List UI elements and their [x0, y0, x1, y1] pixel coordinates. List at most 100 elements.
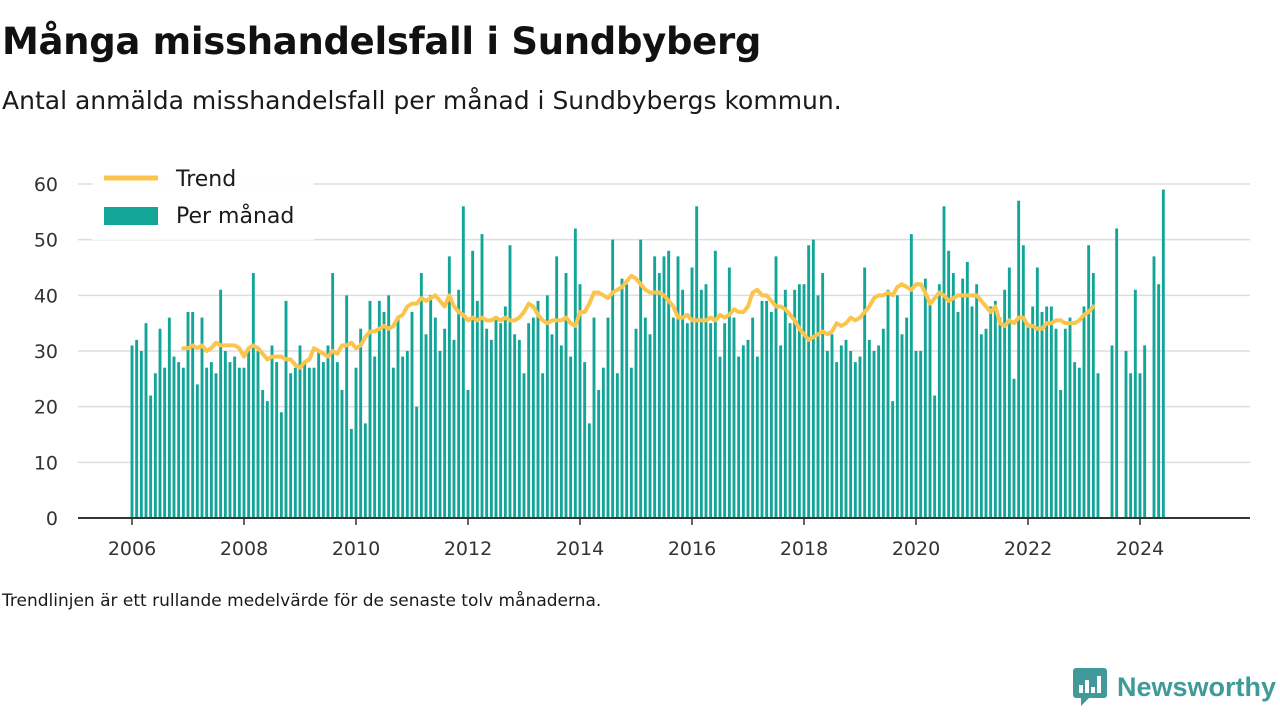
bar: [382, 312, 386, 518]
bar: [1049, 306, 1053, 518]
bar: [587, 423, 591, 518]
bar: [452, 339, 456, 518]
bar: [769, 312, 773, 518]
bar: [144, 323, 148, 518]
bar: [1133, 289, 1137, 518]
bar: [849, 351, 853, 518]
bar: [755, 356, 759, 518]
bar: [559, 345, 563, 518]
bar: [289, 373, 293, 518]
bar: [233, 356, 237, 518]
bar: [783, 289, 787, 518]
legend-background: [92, 158, 314, 240]
bar: [1026, 323, 1030, 518]
bar: [1082, 306, 1086, 518]
bar: [601, 367, 605, 518]
bar: [293, 367, 297, 518]
y-tick-label: 10: [34, 452, 58, 474]
bar: [895, 295, 899, 518]
bar: [732, 317, 736, 518]
bar: [223, 351, 227, 518]
bar: [1157, 284, 1161, 518]
bar: [368, 300, 372, 518]
bar: [195, 384, 199, 518]
chart-title: Många misshandelsfall i Sundbyberg: [2, 20, 762, 63]
x-tick-label: 2020: [892, 538, 940, 560]
bar: [219, 289, 223, 518]
bar: [839, 345, 843, 518]
bar: [200, 317, 204, 518]
bar: [695, 206, 699, 518]
legend-trend-label: Trend: [175, 167, 236, 192]
bar: [1021, 245, 1025, 518]
bar: [1161, 189, 1165, 519]
bar: [354, 367, 358, 518]
bar: [307, 367, 311, 518]
bar: [737, 356, 741, 518]
bar: [340, 389, 344, 518]
bar: [797, 284, 801, 518]
bar: [158, 328, 162, 518]
bar: [270, 345, 274, 518]
bar: [284, 300, 288, 518]
bar: [1054, 328, 1058, 518]
bar: [191, 312, 195, 518]
x-tick-label: 2006: [108, 538, 156, 560]
bar: [349, 428, 353, 518]
bar: [555, 256, 559, 518]
bar: [984, 328, 988, 518]
bar: [564, 273, 568, 518]
x-tick-label: 2024: [1116, 538, 1164, 560]
bar: [209, 362, 213, 518]
bar: [634, 328, 638, 518]
bar: [872, 351, 876, 518]
bar: [802, 284, 806, 518]
legend-bars-label: Per månad: [176, 203, 294, 229]
bar: [573, 228, 577, 518]
bar: [625, 284, 629, 518]
newsworthy-logo-icon: [1072, 668, 1107, 706]
x-tick-label: 2010: [332, 538, 380, 560]
bar: [256, 351, 260, 518]
bar: [377, 300, 381, 518]
bar: [886, 289, 890, 518]
bar: [466, 389, 470, 518]
bar: [401, 356, 405, 518]
bar: [989, 306, 993, 518]
bar: [867, 339, 871, 518]
bar: [681, 289, 685, 518]
bar: [648, 334, 652, 518]
x-tick-label: 2018: [780, 538, 828, 560]
bar: [923, 278, 927, 518]
bar: [536, 300, 540, 518]
x-tick-label: 2022: [1004, 538, 1052, 560]
bar: [237, 367, 241, 518]
bar: [830, 334, 834, 518]
bar: [303, 362, 307, 518]
bar: [545, 295, 549, 518]
bar: [1091, 273, 1095, 518]
chart-footnote: Trendlinjen är ett rullande medelvärde f…: [2, 591, 602, 611]
bar: [741, 345, 745, 518]
bar: [228, 362, 232, 518]
bar: [298, 345, 302, 518]
bar: [1077, 367, 1081, 518]
bar: [620, 278, 624, 518]
bar: [1110, 345, 1114, 518]
bar: [1068, 317, 1072, 518]
y-tick-label: 40: [34, 285, 58, 307]
bar: [1152, 256, 1156, 518]
bar: [186, 312, 190, 518]
bar: [807, 245, 811, 518]
bar: [947, 250, 951, 519]
bar: [181, 367, 185, 518]
bar: [387, 295, 391, 518]
bar: [942, 206, 946, 518]
bar: [242, 367, 246, 518]
bar: [1073, 362, 1077, 518]
bar: [653, 256, 657, 518]
bar: [321, 362, 325, 518]
bar: [667, 250, 671, 519]
bar: [858, 356, 862, 518]
bar: [1124, 351, 1128, 518]
